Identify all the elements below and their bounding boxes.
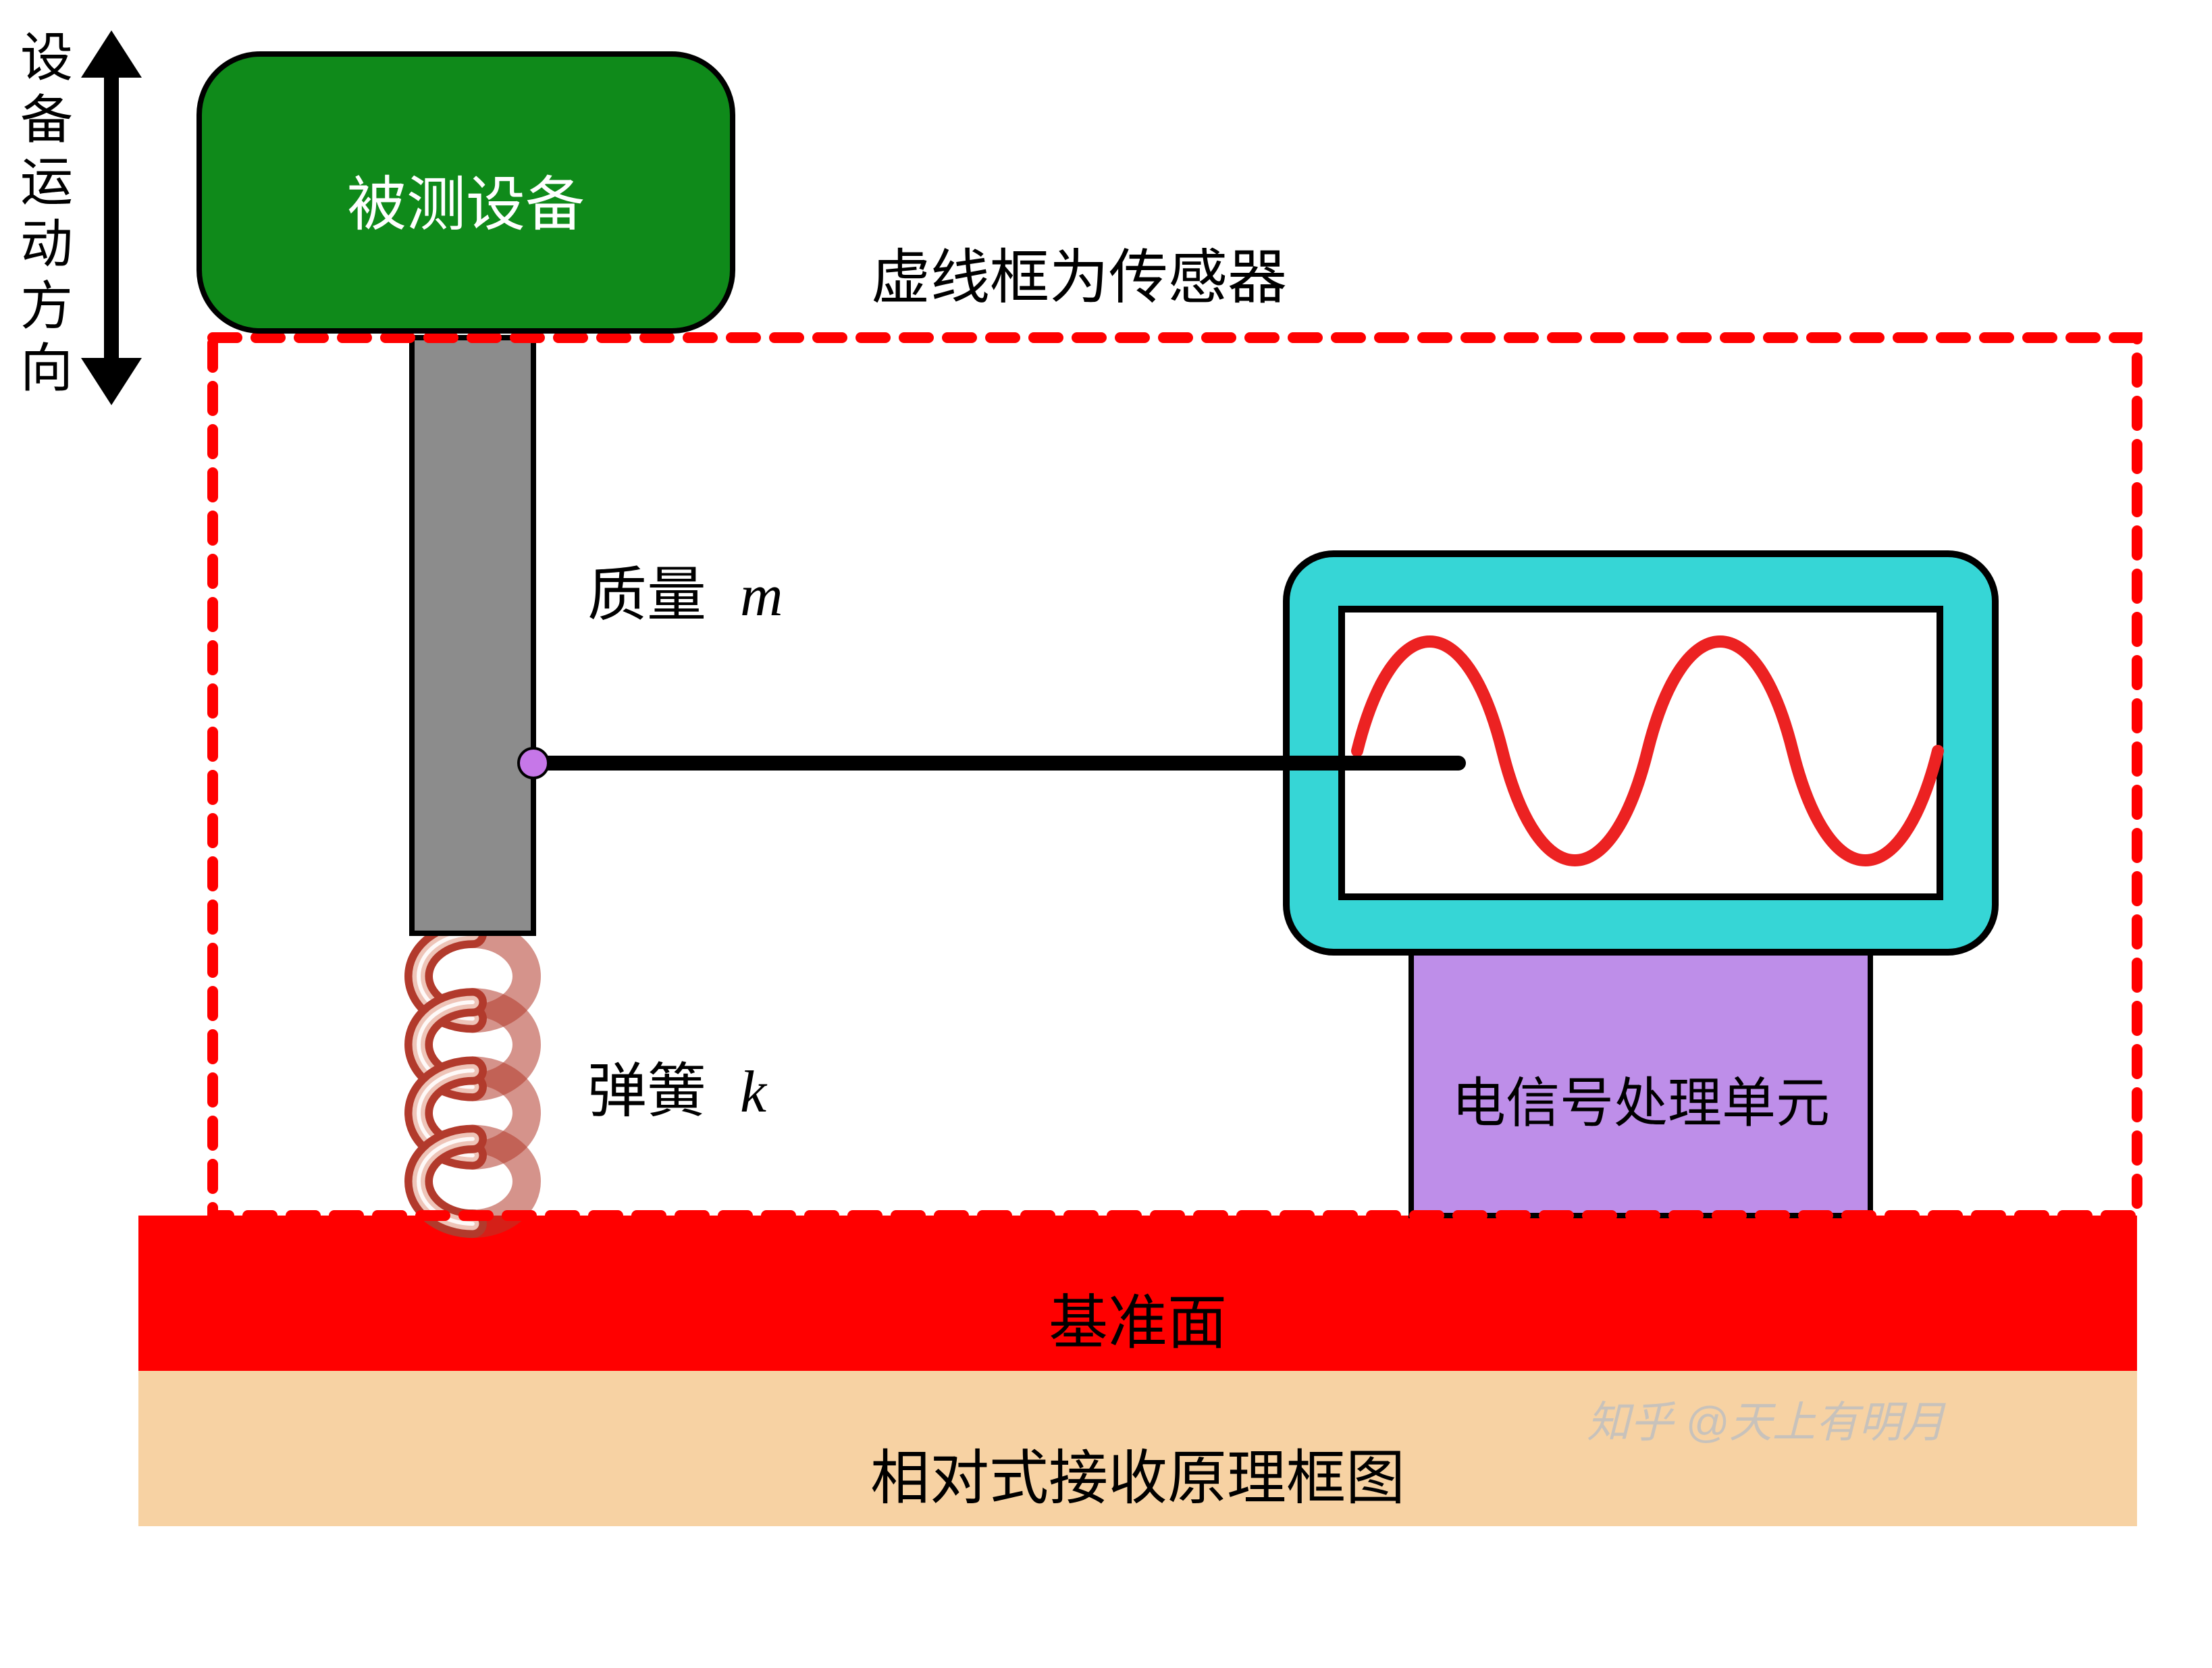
spring-icon — [419, 934, 527, 1224]
pivot-dot — [519, 748, 548, 778]
device-label: 被测设备 — [199, 157, 733, 242]
mass-text: 质量 — [587, 563, 706, 629]
double-arrow-icon — [81, 30, 142, 405]
sensor-note-label: 虚线框为传感器 — [871, 230, 1287, 315]
spring-symbol: k — [740, 1060, 766, 1125]
mass-label: 质量 m — [587, 547, 783, 633]
mass-symbol: m — [740, 563, 783, 629]
mass-block — [412, 338, 533, 933]
motion-direction-label: 设备运动方向 — [20, 27, 73, 400]
base-label: 基准面 — [138, 1275, 2137, 1361]
spring-label: 弹簧 k — [587, 1043, 766, 1129]
spring-text: 弹簧 — [587, 1060, 706, 1125]
processor-label: 电信号处理单元 — [1411, 1060, 1870, 1138]
watermark-text: 知乎 @天上有明月 — [1587, 1388, 1945, 1450]
